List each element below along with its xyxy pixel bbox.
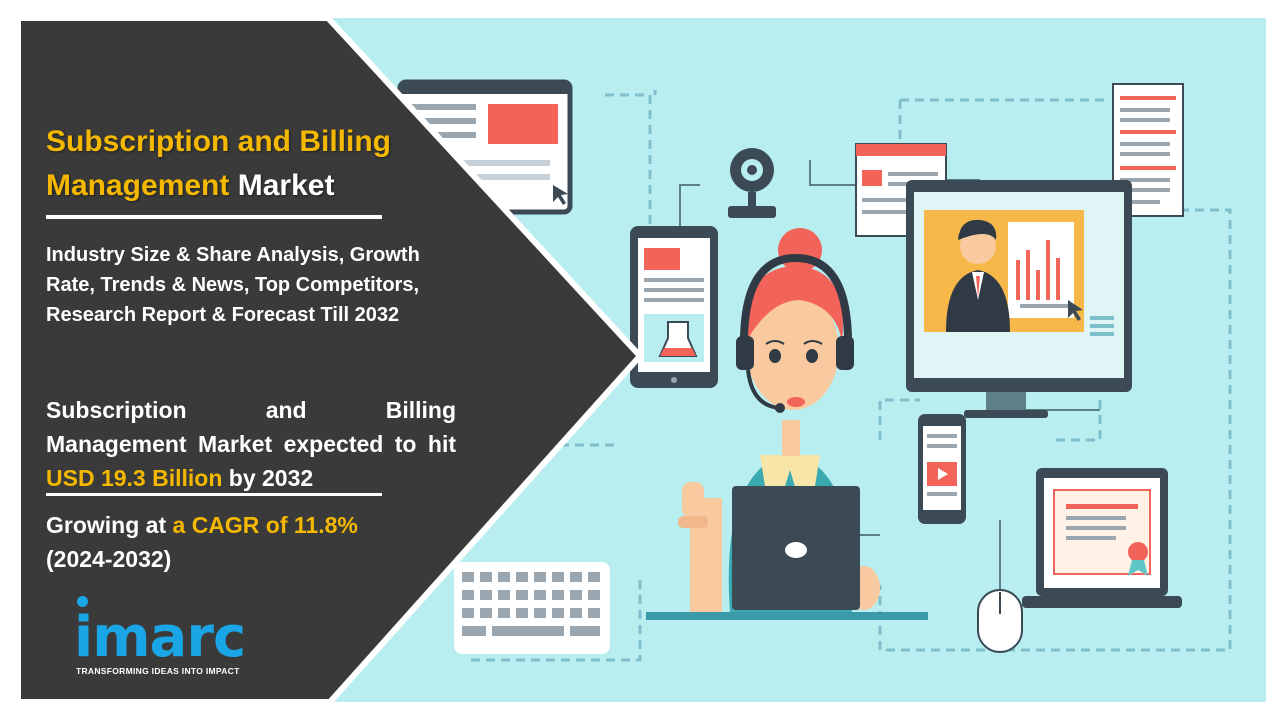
imarc-logo: imarc TRANSFORMING IDEAS INTO IMPACT [74,594,274,684]
logo-wordmark: imarc [74,605,246,670]
document-icon [1112,83,1184,217]
smartphone-icon [918,414,966,524]
tablet-icon [630,226,718,388]
cagr-value: a CAGR of 11.8% [172,512,358,538]
webcam-icon [728,148,776,218]
market-forecast-text: Subscription and Billing Management Mark… [46,393,456,495]
title-suffix: Market [237,169,335,202]
title-highlight: Subscription and Billing Management [46,125,391,202]
subtitle: Industry Size & Share Analysis, Growth R… [46,244,420,326]
keyboard-icon [454,562,610,654]
forecast-value: USD 19.3 Billion [46,465,223,491]
forecast-prefix: Subscription and Billing Management Mark… [46,397,456,457]
logo-tagline: TRANSFORMING IDEAS INTO IMPACT [76,666,240,676]
laptop-icon [732,486,860,610]
logo-dot-icon [77,596,88,607]
forecast-period: (2024-2032) [46,546,172,572]
video-call-monitor-icon [906,180,1132,418]
desk [646,612,928,620]
certificate-laptop-icon [1022,468,1182,608]
growth-prefix: Growing at [46,512,167,538]
mouse-icon [977,589,1023,653]
forecast-suffix: by 2032 [228,465,314,491]
growth-text: Growing at a CAGR of 11.8% (2024-2032) [46,508,446,576]
forecast-divider [46,493,382,496]
page-title: Subscription and Billing Management Mark… [46,120,426,208]
title-divider [46,215,382,219]
text-panel [18,18,645,702]
